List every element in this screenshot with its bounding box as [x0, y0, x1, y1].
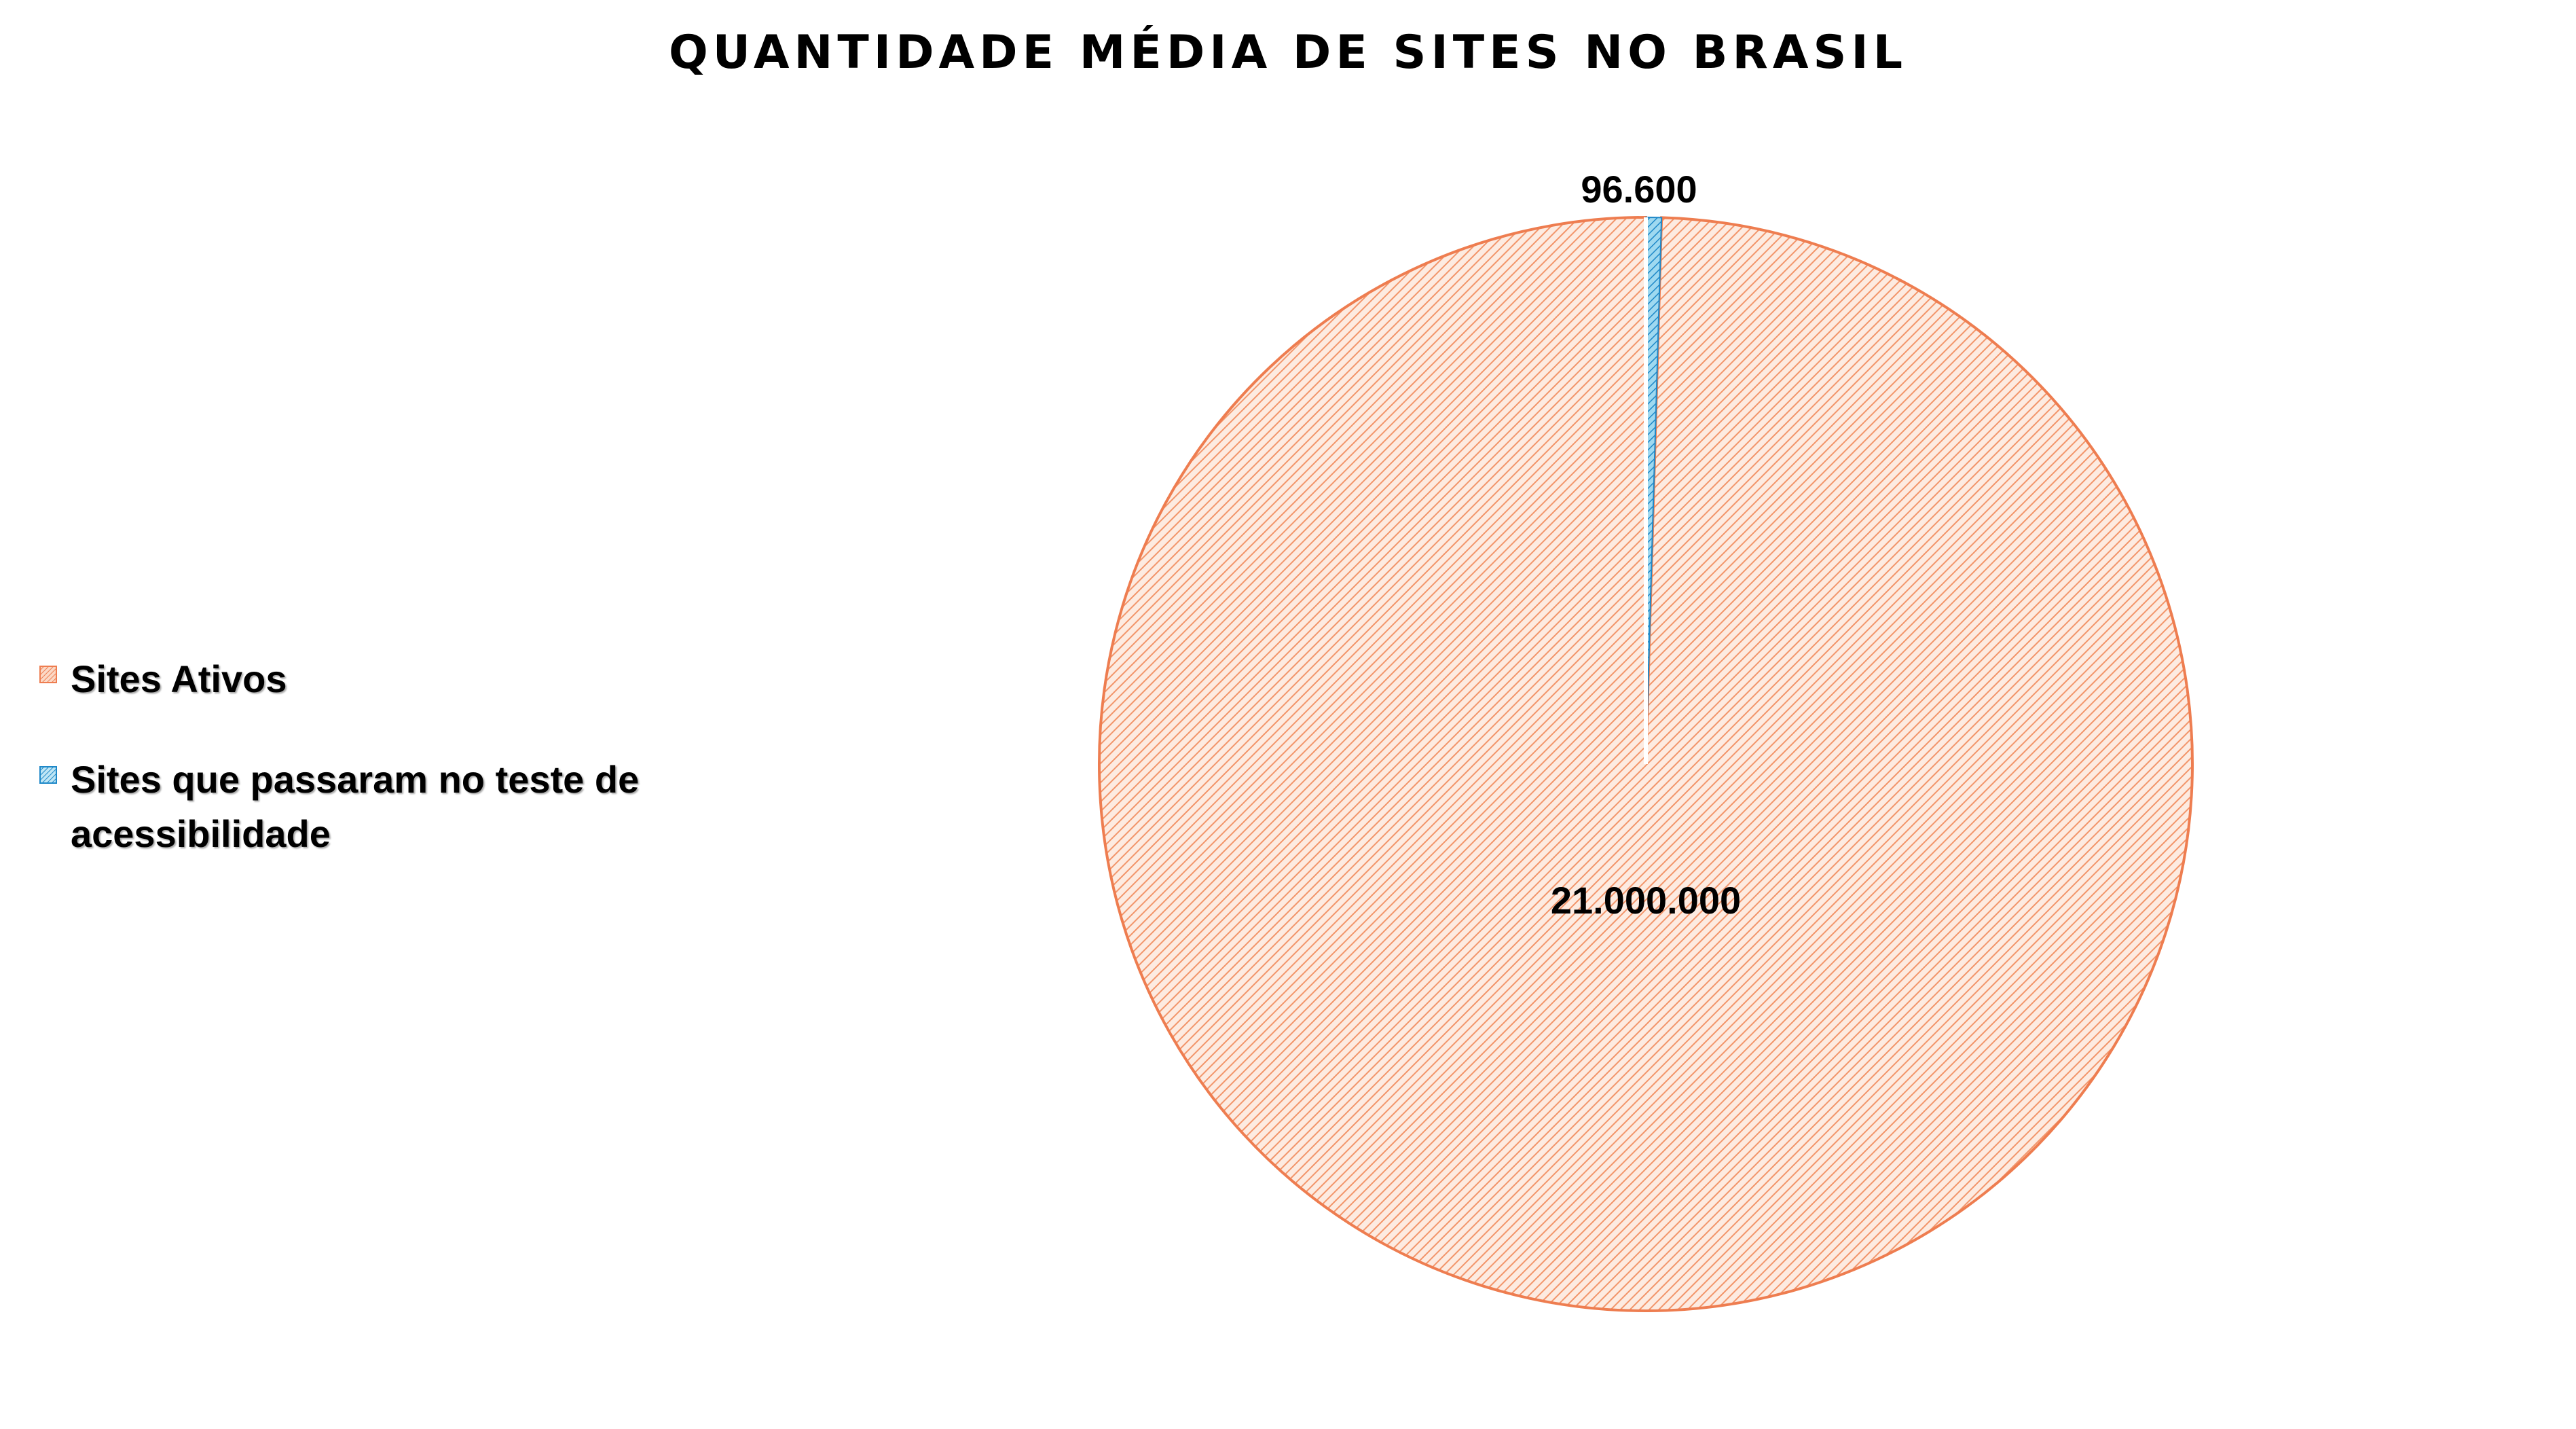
legend: Sites Ativos Sites que passaram no teste…: [39, 652, 786, 907]
hatched-orange-square-icon: [39, 666, 57, 683]
data-label-sites-ativos: 21.000.000: [1551, 879, 1741, 922]
data-label-sites-acessiveis: 96.600: [1581, 168, 1697, 211]
legend-label: Sites Ativos: [71, 657, 287, 700]
chart-title: QUANTIDADE MÉDIA DE SITES NO BRASIL: [668, 26, 1908, 79]
legend-label: Sites que passaram no teste de acessibil…: [71, 758, 640, 855]
legend-item-sites-acessiveis[interactable]: Sites que passaram no teste de acessibil…: [39, 753, 786, 861]
hatched-blue-square-icon: [39, 766, 57, 784]
legend-item-sites-ativos[interactable]: Sites Ativos: [39, 652, 786, 706]
